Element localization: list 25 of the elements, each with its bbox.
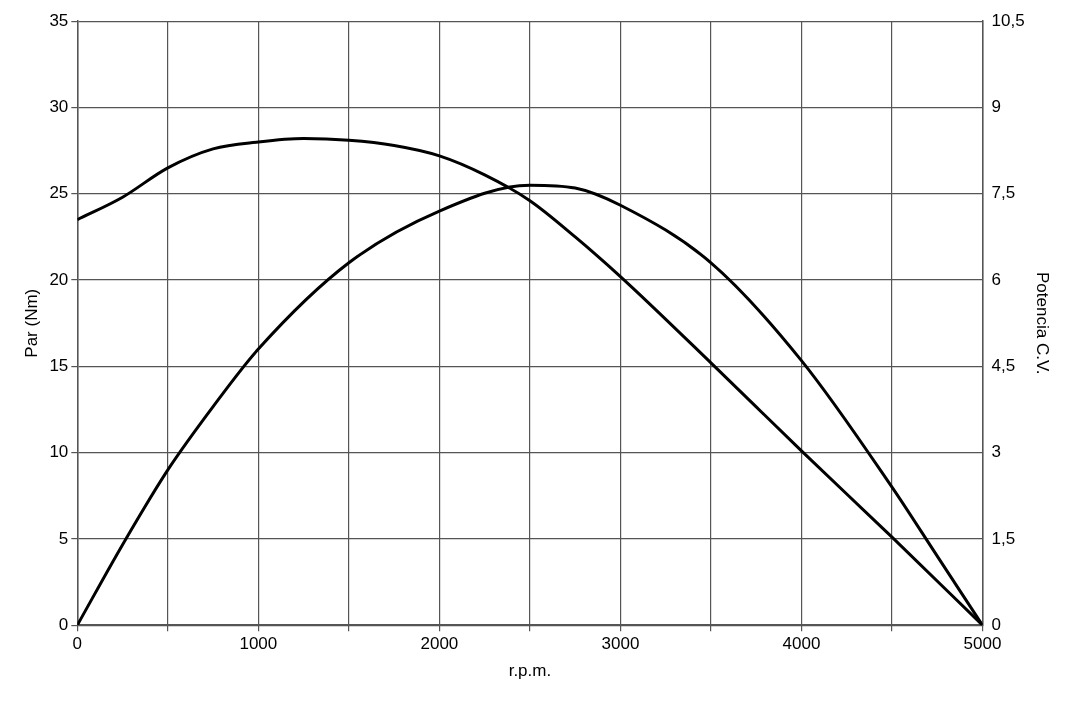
- y2-tick-label: 10,5: [991, 10, 1025, 30]
- x-axis-title: r.p.m.: [508, 661, 552, 681]
- y2-tick-label: 0: [991, 614, 1001, 634]
- y2-tick-label: 3: [991, 442, 1001, 462]
- x-tick-label: 0: [72, 634, 83, 654]
- y-tick-label: 5: [58, 528, 69, 548]
- y-tick-label: 10: [49, 442, 69, 462]
- y-tick-label: 30: [49, 97, 69, 117]
- y2-axis-title: Potencia C.V.: [1033, 272, 1053, 375]
- x-tick-label: 3000: [601, 634, 640, 654]
- y2-tick-label: 9: [991, 97, 1001, 117]
- y2-tick-label: 4,5: [991, 356, 1016, 376]
- x-tick-label: 5000: [963, 634, 1002, 654]
- y-tick-label: 25: [49, 183, 69, 203]
- x-tick-label: 4000: [782, 634, 821, 654]
- y2-tick-label: 7,5: [991, 183, 1016, 203]
- x-tick-label: 2000: [420, 634, 459, 654]
- y-tick-label: 20: [49, 269, 69, 289]
- x-tick-label: 1000: [239, 634, 278, 654]
- y-tick-label: 0: [58, 614, 69, 634]
- y2-tick-label: 1,5: [991, 528, 1016, 548]
- y2-tick-label: 6: [991, 269, 1001, 289]
- y-tick-label: 35: [49, 10, 69, 30]
- y-axis-title: Par (Nm): [21, 288, 41, 358]
- y-tick-label: 15: [49, 356, 69, 376]
